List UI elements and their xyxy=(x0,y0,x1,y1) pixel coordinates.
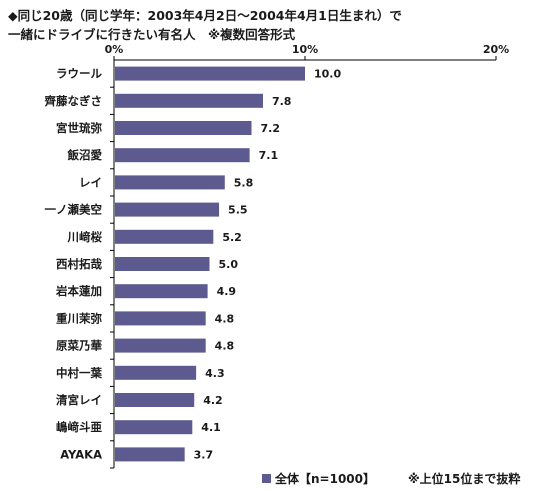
value-label: 4.8 xyxy=(215,312,235,325)
category-label: 宮世琉弥 xyxy=(56,121,102,135)
footnote: ※上位15位まで抜粋 xyxy=(408,472,521,486)
value-label: 4.2 xyxy=(203,394,223,407)
value-label: 5.2 xyxy=(222,231,242,244)
legend-label: 全体【n=1000】 xyxy=(275,472,375,486)
x-tick-label: 0% xyxy=(105,43,124,56)
bar xyxy=(115,284,208,299)
value-label: 3.7 xyxy=(194,448,214,461)
chart-title: ◆同じ20歳（同じ学年：2003年4月2日～2004年4月1日生まれ）で 一緒に… xyxy=(8,6,402,44)
category-label: 一ノ瀬美空 xyxy=(45,203,103,217)
x-tick-label: 20% xyxy=(483,43,509,56)
value-label: 4.8 xyxy=(215,340,235,353)
value-label: 4.1 xyxy=(201,421,221,434)
chart-title-line-2: 一緒にドライブに行きたい有名人 ※複数回答形式 xyxy=(8,27,296,42)
legend-swatch xyxy=(262,474,271,483)
bar xyxy=(115,338,206,353)
bar xyxy=(115,393,195,407)
value-label: 4.9 xyxy=(217,285,237,298)
category-label: 川﨑桜 xyxy=(67,230,103,244)
bar xyxy=(115,121,252,135)
bar xyxy=(115,311,206,326)
bar xyxy=(115,365,197,380)
value-label: 5.0 xyxy=(219,258,239,271)
category-label: 重川茉弥 xyxy=(56,311,102,325)
category-label: 齊藤なぎさ xyxy=(44,94,103,108)
value-label: 7.2 xyxy=(261,122,281,135)
category-label: 中村一葉 xyxy=(56,366,102,380)
value-label: 7.8 xyxy=(272,95,292,108)
category-label: 原菜乃華 xyxy=(56,339,102,353)
value-label: 5.5 xyxy=(228,204,248,217)
bar xyxy=(115,257,210,271)
category-label: レイ xyxy=(79,175,102,189)
legend: 全体【n=1000】 xyxy=(262,470,375,487)
bar xyxy=(115,447,185,462)
category-label: 嶋﨑斗亜 xyxy=(56,420,102,434)
value-label: 7.1 xyxy=(259,149,279,162)
bar xyxy=(115,229,214,244)
bar xyxy=(115,175,225,190)
x-tick-label: 10% xyxy=(292,43,318,56)
category-label: 岩本蓮加 xyxy=(55,284,102,298)
bar xyxy=(115,202,220,217)
category-label: AYAKA xyxy=(60,447,102,461)
chart-title-line-1: ◆同じ20歳（同じ学年：2003年4月2日～2004年4月1日生まれ）で xyxy=(8,8,402,23)
bar xyxy=(115,420,193,435)
category-label: 飯沼愛 xyxy=(67,148,103,162)
category-label: 西村拓哉 xyxy=(56,257,102,271)
value-label: 10.0 xyxy=(314,68,341,81)
value-label: 5.8 xyxy=(234,176,254,189)
bar xyxy=(115,93,263,108)
bar xyxy=(115,66,305,81)
bar xyxy=(115,148,250,163)
category-label: 清宮レイ xyxy=(56,393,102,407)
value-label: 4.3 xyxy=(205,367,225,380)
category-label: ラウール xyxy=(56,67,102,81)
